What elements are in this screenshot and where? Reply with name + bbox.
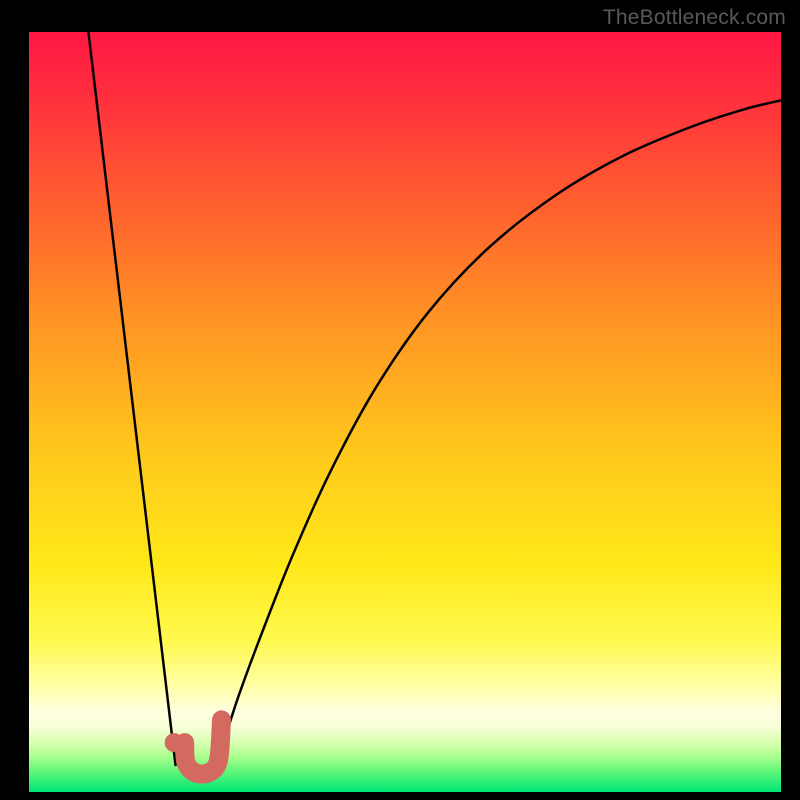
accent-dot	[165, 733, 184, 752]
curves-layer	[29, 32, 781, 792]
plot-area	[29, 32, 781, 792]
left-descending-line	[88, 32, 175, 766]
watermark-text: TheBottleneck.com	[603, 6, 786, 30]
right-asymptote-curve	[215, 100, 781, 764]
accent-hook-stroke	[185, 720, 222, 774]
